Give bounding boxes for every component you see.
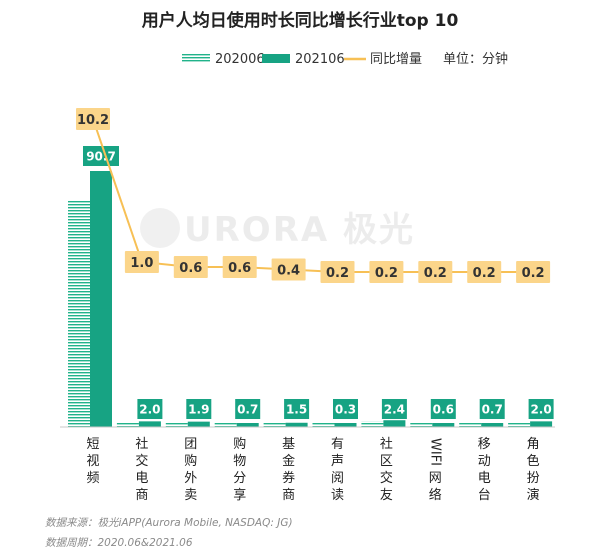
bar-202106-社交电商 — [138, 421, 161, 427]
bar-202006-WIFI网络 — [410, 423, 433, 427]
legend: 202006 202106 同比增量 单位：分钟 — [182, 51, 508, 67]
bar-202106-购物分享 — [236, 423, 259, 427]
bar-label-box-社交电商 — [137, 399, 163, 419]
bar-value-label-社交电商: 2.0 — [139, 403, 160, 417]
increase-label-移动电台: 0.2 — [473, 266, 496, 281]
increase-box-有声阅读 — [320, 261, 355, 283]
bar-value-label-移动电台: 0.7 — [482, 403, 503, 417]
increase-label-WIFI网络: 0.2 — [424, 266, 447, 281]
bar-value-label-角色扮演: 2.0 — [530, 403, 551, 417]
bar-202106-社区交友 — [383, 420, 406, 427]
increase-box-WIFI网络 — [418, 261, 453, 283]
category-label-基金券商: 基金券商 — [282, 437, 295, 503]
bar-202006-社交电商 — [116, 423, 139, 427]
bar-value-label-基金券商: 1.5 — [286, 403, 307, 417]
category-label-latin-WIFI网络: WIFI — [427, 438, 442, 466]
category-label-短视频: 短视频 — [86, 437, 99, 486]
bar-202106-短视频 — [90, 171, 112, 427]
increase-label-购物分享: 0.6 — [228, 261, 251, 276]
bar-202006-角色扮演 — [508, 421, 531, 427]
chart-title: 用户人均日使用时长同比增长行业top 10 — [142, 10, 459, 31]
bar-202006-社区交友 — [361, 421, 384, 427]
unit-label: 单位：分钟 — [443, 51, 508, 67]
series-202006 — [68, 199, 531, 427]
bar-label-box-WIFI网络 — [430, 399, 456, 419]
category-label-社区交友: 社区交友 — [380, 436, 393, 503]
bar-202006-有声阅读 — [312, 423, 335, 427]
bar-202106-团购外卖 — [187, 421, 210, 427]
increase-label-短视频: 10.2 — [77, 113, 109, 128]
increase-box-移动电台 — [467, 261, 502, 283]
bar-label-box-社区交友 — [381, 399, 407, 419]
bar-value-label-有声阅读: 0.3 — [335, 403, 356, 417]
bar-label-box-角色扮演 — [528, 399, 554, 419]
watermark-logo — [140, 208, 180, 248]
category-label-角色扮演: 角色扮演 — [527, 437, 540, 503]
increase-box-团购外卖 — [173, 256, 208, 278]
watermark: URORA 极光 — [140, 208, 415, 250]
legend-label-increase: 同比增量 — [370, 52, 422, 67]
bar-label-box-基金券商 — [284, 399, 310, 419]
bar-202006-短视频 — [68, 199, 90, 427]
increase-box-角色扮演 — [516, 261, 551, 283]
category-label-购物分享: 购物分享 — [233, 436, 246, 503]
bar-value-label-购物分享: 0.7 — [237, 403, 258, 417]
legend-swatch-202006 — [182, 54, 210, 63]
bar-value-label-社区交友: 2.4 — [384, 403, 405, 417]
bar-label-box-移动电台 — [479, 399, 505, 419]
series-increase: 10.2 1.0 0.6 0.6 0.4 0.2 0.2 0.2 0.2 0.2 — [76, 108, 551, 283]
bar-202006-团购外卖 — [165, 423, 188, 427]
bar-value-label-短视频: 90.7 — [86, 150, 116, 164]
bar-label-box-团购外卖 — [186, 399, 212, 419]
increase-box-购物分享 — [222, 256, 257, 278]
increase-label-角色扮演: 0.2 — [522, 266, 545, 281]
bar-202106-WIFI网络 — [432, 423, 455, 427]
increase-label-团购外卖: 0.6 — [179, 261, 202, 276]
bar-202006-购物分享 — [214, 423, 237, 427]
bar-202106-基金券商 — [285, 422, 308, 427]
category-label-有声阅读: 有声阅读 — [331, 437, 344, 503]
bar-label-box-有声阅读 — [333, 399, 358, 419]
category-label-WIFI网络: 网络 — [429, 471, 442, 503]
legend-label-202106: 202106 — [295, 52, 345, 67]
bar-value-label-WIFI网络: 0.6 — [433, 403, 454, 417]
bar-label-box-购物分享 — [235, 399, 261, 419]
increase-label-基金券商: 0.4 — [277, 264, 300, 279]
bar-202106-移动电台 — [481, 423, 504, 427]
bar-value-label-团购外卖: 1.9 — [188, 403, 209, 417]
series-202106: 90.7 2.0 1.9 0.7 1.5 0.3 2.4 0.6 0.7 2.0 — [83, 146, 554, 427]
increase-label-社区交友: 0.2 — [375, 266, 398, 281]
bar-202106-有声阅读 — [334, 423, 357, 427]
increase-box-短视频 — [76, 108, 110, 130]
legend-swatch-202106 — [262, 54, 290, 63]
increase-box-社区交友 — [369, 261, 404, 283]
category-label-移动电台: 移动电台 — [478, 437, 491, 503]
increase-line — [92, 118, 534, 273]
legend-label-202006: 202006 — [215, 52, 265, 67]
bar-202006-移动电台 — [459, 423, 482, 427]
increase-box-基金券商 — [271, 258, 306, 281]
increase-label-社交电商: 1.0 — [130, 256, 153, 271]
footer-source: 数据来源：极光iAPP(Aurora Mobile, NASDAQ: JG) — [45, 517, 293, 529]
watermark-text: URORA 极光 — [184, 210, 415, 250]
footer-period: 数据周期：2020.06&2021.06 — [45, 537, 193, 549]
increase-label-有声阅读: 0.2 — [326, 266, 349, 281]
increase-box-社交电商 — [124, 251, 159, 273]
bar-202006-基金券商 — [263, 423, 286, 427]
category-label-社交电商: 社交电商 — [135, 436, 148, 503]
bar-label-box-短视频 — [83, 146, 119, 166]
bar-202106-角色扮演 — [530, 421, 553, 427]
category-label-团购外卖: 团购外卖 — [184, 437, 197, 503]
